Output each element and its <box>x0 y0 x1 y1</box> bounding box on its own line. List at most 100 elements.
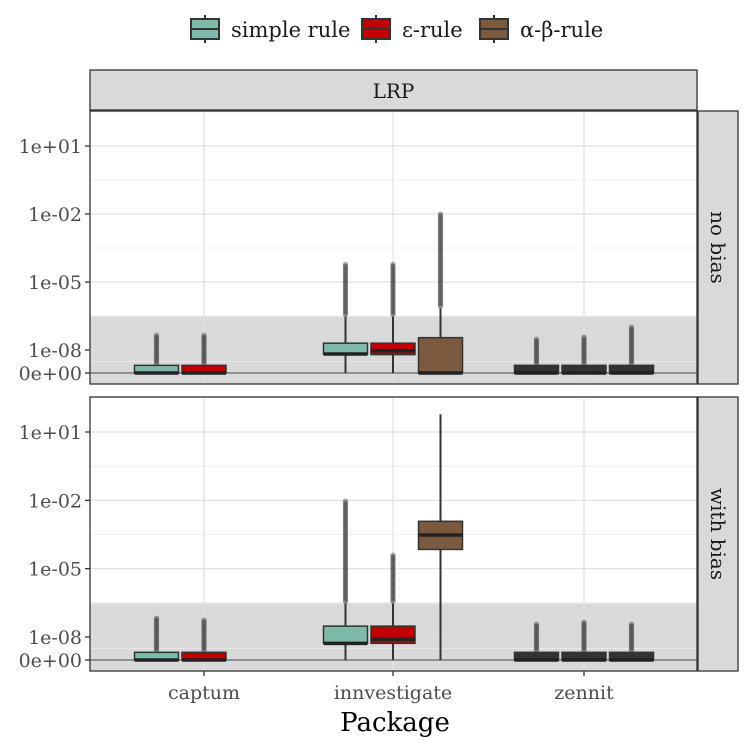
outlier-point <box>581 352 587 359</box>
outlier-point <box>390 568 396 575</box>
outlier-point <box>153 356 160 363</box>
outlier-points <box>533 336 540 367</box>
x-axis: captum innvestigate zennit <box>168 671 614 704</box>
outlier-point <box>581 635 587 642</box>
outlier-points <box>153 615 160 654</box>
outlier-point <box>533 623 540 630</box>
outlier-point <box>437 269 444 275</box>
legend-item: α-β-rule <box>479 15 603 43</box>
outlier-point <box>342 558 349 565</box>
strip-label: no bias <box>706 211 730 284</box>
outlier-point <box>342 277 349 284</box>
x-tick-label: captum <box>168 682 240 704</box>
outlier-point <box>390 291 396 298</box>
outlier-point <box>628 641 635 648</box>
outlier-point <box>390 570 396 577</box>
facet-strip-column: LRP <box>89 69 698 111</box>
outlier-point <box>342 271 349 278</box>
outlier-point <box>342 299 349 306</box>
outlier-point <box>628 326 635 333</box>
outlier-point <box>628 354 635 361</box>
outlier-point <box>533 350 540 357</box>
outlier-point <box>533 356 540 363</box>
outlier-point <box>201 619 207 626</box>
legend-label: simple rule <box>231 18 350 42</box>
y-tick-label: 1e-05 <box>28 559 82 581</box>
outlier-point <box>437 227 444 233</box>
outlier-point <box>153 619 160 626</box>
box <box>417 414 464 660</box>
outlier-point <box>437 219 444 225</box>
outlier-point <box>581 356 587 363</box>
outlier-points <box>390 261 396 318</box>
outlier-point <box>201 621 207 628</box>
outlier-points <box>581 334 587 367</box>
outlier-point <box>201 627 207 634</box>
outlier-point <box>437 283 444 289</box>
outlier-point <box>153 627 160 634</box>
panel-border <box>89 110 698 385</box>
outlier-point <box>342 556 349 563</box>
outlier-point <box>390 596 396 603</box>
outlier-point <box>437 289 444 295</box>
outlier-point <box>437 273 444 279</box>
outlier-point <box>342 281 349 288</box>
outlier-point <box>342 301 349 308</box>
outlier-point <box>437 231 444 237</box>
outlier-point <box>390 267 396 274</box>
outlier-point <box>342 510 349 517</box>
outlier-point <box>342 309 349 316</box>
outlier-point <box>437 281 444 287</box>
outlier-point <box>153 641 160 648</box>
outlier-point <box>153 340 160 347</box>
outlier-point <box>390 572 396 579</box>
outlier-point <box>153 637 160 644</box>
outlier-point <box>390 279 396 286</box>
outlier-point <box>533 639 540 646</box>
outlier-point <box>342 596 349 603</box>
outlier-point <box>628 629 635 636</box>
strip-label: LRP <box>373 79 415 103</box>
box <box>561 334 607 375</box>
outlier-point <box>342 506 349 513</box>
outlier-point <box>390 558 396 565</box>
outlier-point <box>342 568 349 575</box>
outlier-point <box>153 352 160 359</box>
box <box>370 552 416 660</box>
outlier-points <box>201 332 207 367</box>
outlier-point <box>437 271 444 277</box>
outlier-point <box>390 309 396 316</box>
outlier-point <box>628 350 635 357</box>
outlier-point <box>390 289 396 296</box>
x-tick-label: innvestigate <box>334 682 452 704</box>
outlier-point <box>153 354 160 361</box>
outlier-point <box>201 334 207 341</box>
outlier-point <box>201 336 207 343</box>
outlier-point <box>628 633 635 640</box>
outlier-point <box>201 338 207 345</box>
outlier-point <box>628 324 635 331</box>
outlier-point <box>201 340 207 347</box>
outlier-points <box>533 621 540 654</box>
outlier-point <box>390 261 396 268</box>
outlier-point <box>342 526 349 533</box>
outlier-point <box>153 350 160 357</box>
outlier-point <box>437 251 444 257</box>
outlier-points <box>390 552 396 605</box>
outlier-point <box>201 346 207 353</box>
outlier-point <box>581 643 587 650</box>
box <box>561 619 607 662</box>
outlier-point <box>342 590 349 597</box>
outlier-point <box>533 346 540 353</box>
outlier-point <box>628 328 635 335</box>
outlier-point <box>153 344 160 351</box>
outlier-point <box>390 287 396 294</box>
outlier-point <box>390 265 396 272</box>
legend-label: ε-rule <box>402 18 463 42</box>
outlier-point <box>628 625 635 632</box>
y-tick-label: 0e+00 <box>19 363 82 385</box>
outlier-point <box>437 255 444 261</box>
outlier-point <box>201 342 207 349</box>
outlier-point <box>533 340 540 347</box>
